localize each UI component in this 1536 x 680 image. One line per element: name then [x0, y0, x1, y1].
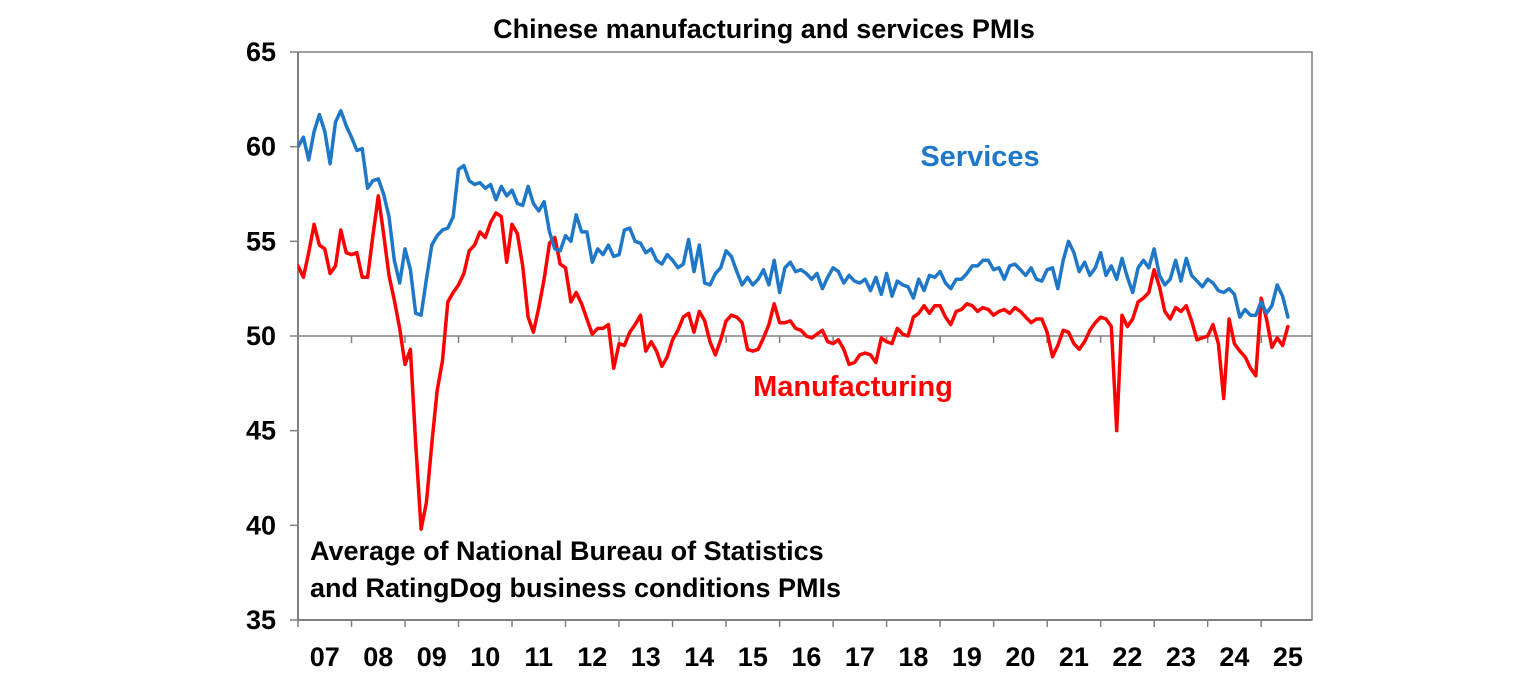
x-tick-label: 22 — [1112, 642, 1142, 672]
chart-title: Chinese manufacturing and services PMIs — [493, 14, 1035, 44]
y-tick-label: 50 — [246, 321, 276, 351]
x-tick-label: 13 — [631, 642, 661, 672]
y-tick-label: 55 — [246, 226, 276, 256]
manufacturing-series-label: Manufacturing — [753, 371, 953, 403]
x-tick-label: 10 — [470, 642, 500, 672]
x-tick-label: 24 — [1219, 642, 1249, 672]
x-tick-label: 14 — [684, 642, 714, 672]
series-line-manufacturing — [298, 194, 1290, 531]
x-tick-label: 23 — [1166, 642, 1196, 672]
x-tick-label: 15 — [738, 642, 768, 672]
y-tick-label: 45 — [246, 416, 276, 446]
y-axis-ticks: 35 40 45 50 55 60 65 — [246, 37, 298, 635]
x-tick-label: 20 — [1005, 642, 1035, 672]
x-tick-label: 09 — [417, 642, 447, 672]
x-tick-label: 16 — [791, 642, 821, 672]
y-tick-label: 65 — [246, 37, 276, 67]
x-tick-label: 21 — [1059, 642, 1089, 672]
y-tick-label: 40 — [246, 510, 276, 540]
x-tick-label: 07 — [310, 642, 340, 672]
services-series-label: Services — [920, 141, 1039, 173]
series-lines — [298, 108, 1290, 531]
annotation-line-1: Average of National Bureau of Statistics — [310, 536, 824, 566]
x-tick-label: 18 — [898, 642, 928, 672]
x-tick-label: 17 — [845, 642, 875, 672]
y-tick-label: 60 — [246, 132, 276, 162]
y-tick-label: 35 — [246, 605, 276, 635]
annotation-line-2: and RatingDog business conditions PMIs — [310, 573, 841, 603]
series-line-services — [298, 108, 1290, 319]
x-axis-ticks: 07 08 09 10 11 12 13 14 15 16 17 18 19 20 21 22 23 24 25 — [297, 620, 1303, 672]
x-tick-label: 25 — [1273, 642, 1303, 672]
x-tick-label: 08 — [363, 642, 393, 672]
x-tick-label: 11 — [525, 642, 554, 672]
x-tick-label: 12 — [577, 642, 607, 672]
x-tick-label: 19 — [952, 642, 982, 672]
